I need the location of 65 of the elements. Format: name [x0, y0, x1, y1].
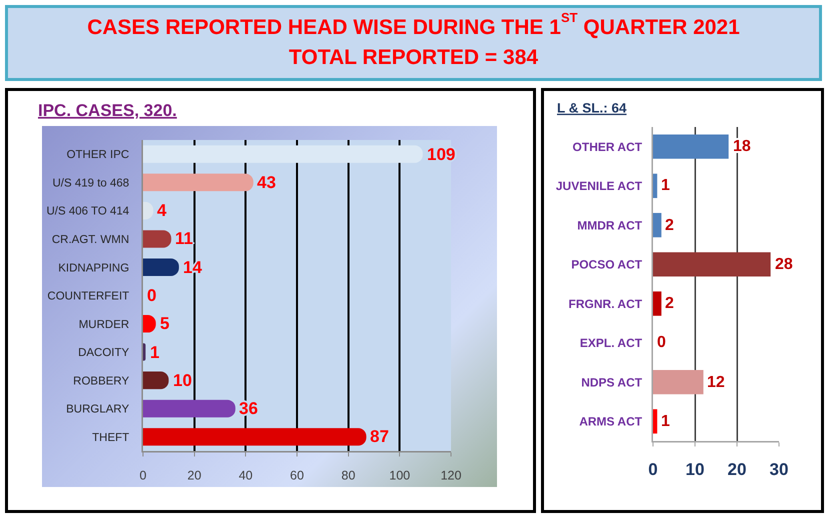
data-label: 0	[657, 334, 666, 351]
y-tick-label: POCSO ACT	[571, 258, 643, 272]
bar	[143, 372, 169, 390]
y-tick-label: MMDR ACT	[577, 218, 643, 232]
bar	[653, 134, 729, 159]
data-label: 5	[160, 314, 170, 333]
y-tick-label: KIDNAPPING	[58, 262, 130, 274]
y-tick-label: FRGNR. ACT	[568, 296, 643, 311]
bar	[143, 400, 236, 418]
bar	[143, 428, 366, 446]
data-label: 1	[661, 177, 670, 194]
y-tick-label: BURGLARY	[66, 404, 130, 416]
data-label: 87	[370, 427, 389, 446]
data-label: 2	[665, 217, 674, 234]
y-tick-label: OTHER ACT	[572, 140, 643, 154]
y-tick-label: MURDER	[78, 318, 130, 331]
y-tick-label: U/S 406 TO 414	[46, 206, 130, 218]
x-tick-label: 10	[686, 460, 704, 479]
data-label: 12	[707, 374, 725, 391]
chart-title: L & SL.: 64	[557, 100, 628, 116]
data-label: 43	[257, 173, 276, 192]
bar	[653, 409, 658, 434]
x-tick-label: 100	[389, 468, 410, 482]
x-tick-label: 60	[290, 468, 304, 482]
x-tick-label: 0	[648, 460, 658, 479]
bar	[653, 370, 704, 394]
x-tick-label: 20	[728, 460, 746, 479]
x-tick-label: 0	[140, 468, 147, 482]
bar	[143, 230, 172, 248]
data-label: 10	[173, 371, 192, 390]
bar	[143, 145, 423, 163]
bar	[653, 174, 658, 198]
y-tick-label: EXPL. ACT	[580, 336, 643, 350]
data-label: 1	[661, 413, 670, 430]
bar	[143, 174, 254, 192]
y-tick-label: OTHER IPC	[66, 149, 130, 162]
data-label: 11	[175, 229, 193, 248]
x-tick-label: 20	[187, 468, 202, 482]
y-tick-label: U/S 419 to 468	[52, 177, 130, 190]
data-label: 109	[427, 145, 456, 164]
bar	[143, 343, 146, 361]
y-tick-label: NDPS ACT	[581, 375, 643, 390]
y-tick-label: JUVENILE ACT	[556, 179, 643, 194]
y-tick-label: DACOITY	[78, 347, 130, 360]
y-tick-label: CR.AGT. WMN	[52, 234, 130, 246]
x-tick-label: 30	[770, 460, 788, 479]
data-label: 0	[147, 286, 156, 305]
y-tick-label: COUNTERFEIT	[47, 290, 130, 303]
text: CASES REPORTED HEAD WISE DURING THE 1$^{ST}$ QUARTER 2021	[87, 10, 740, 41]
chart-title: IPC. CASES, 320.	[38, 100, 177, 120]
y-tick-label: THEFT	[92, 432, 130, 444]
data-label: 28	[775, 256, 793, 273]
bar	[653, 212, 662, 238]
data-label: 2	[665, 295, 674, 312]
bar	[653, 291, 662, 316]
bar	[143, 258, 179, 276]
y-tick-label: ROBBERY	[73, 375, 130, 388]
data-label: 1	[150, 343, 160, 362]
x-tick-label: 40	[238, 468, 253, 482]
text: TOTAL REPORTED = 384	[288, 45, 538, 71]
x-tick-label: 80	[341, 468, 356, 482]
x-tick-label: 120	[440, 468, 462, 482]
data-label: 4	[157, 201, 167, 220]
bar	[653, 252, 771, 277]
y-tick-label: ARMS ACT	[579, 414, 643, 429]
